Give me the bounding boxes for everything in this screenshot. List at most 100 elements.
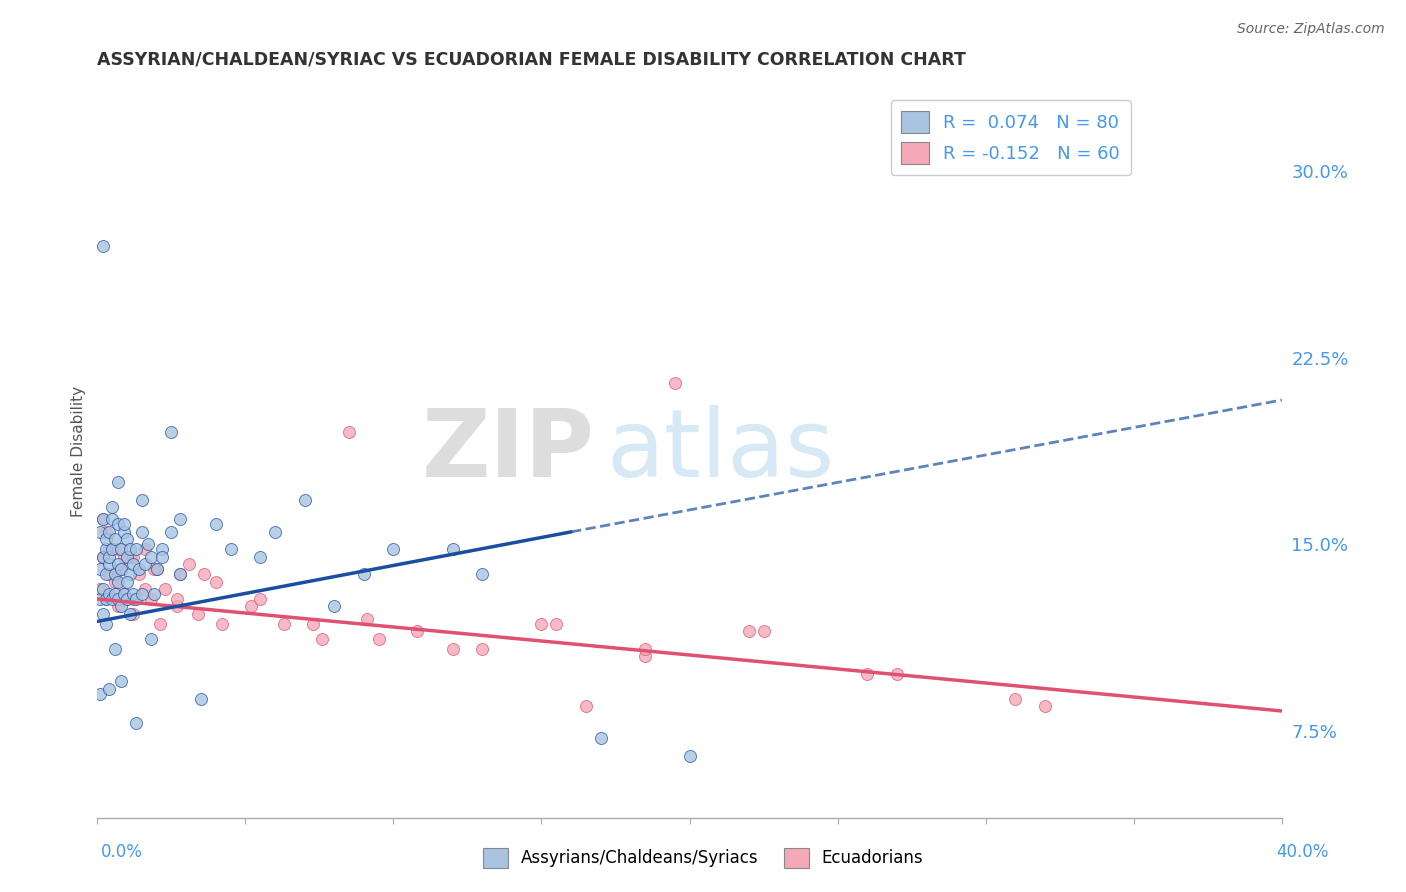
Point	[134, 542, 156, 557]
Point	[107, 558, 129, 572]
Point	[575, 698, 598, 713]
Point	[187, 607, 209, 621]
Point	[112, 549, 135, 564]
Point	[1033, 698, 1056, 713]
Point	[107, 475, 129, 489]
Point	[91, 607, 114, 621]
Point	[367, 632, 389, 646]
Point	[589, 731, 612, 746]
Point	[115, 592, 138, 607]
Point	[118, 607, 141, 621]
Text: 40.0%: 40.0%	[1277, 843, 1329, 861]
Point	[118, 567, 141, 582]
Point	[89, 524, 111, 539]
Point	[634, 641, 657, 656]
Text: Source: ZipAtlas.com: Source: ZipAtlas.com	[1237, 22, 1385, 37]
Point	[96, 592, 118, 607]
Point	[115, 549, 138, 564]
Point	[91, 549, 114, 564]
Point	[104, 574, 127, 589]
Point	[110, 674, 132, 689]
Point	[193, 567, 215, 582]
Point	[101, 542, 124, 557]
Point	[98, 681, 121, 696]
Point	[179, 558, 201, 572]
Point	[240, 599, 263, 614]
Point	[89, 582, 111, 596]
Point	[131, 524, 153, 539]
Point	[122, 607, 145, 621]
Point	[112, 517, 135, 532]
Point	[96, 533, 118, 547]
Point	[353, 567, 375, 582]
Point	[738, 624, 761, 639]
Point	[91, 512, 114, 526]
Point	[96, 567, 118, 582]
Point	[96, 592, 118, 607]
Point	[752, 624, 775, 639]
Point	[98, 542, 121, 557]
Point	[337, 425, 360, 440]
Point	[91, 512, 114, 526]
Point	[112, 524, 135, 539]
Point	[118, 542, 141, 557]
Point	[148, 616, 170, 631]
Point	[155, 582, 177, 596]
Point	[104, 533, 127, 547]
Point	[125, 716, 148, 731]
Point	[294, 492, 316, 507]
Point	[827, 70, 849, 84]
Point	[406, 624, 429, 639]
Point	[190, 691, 212, 706]
Point	[89, 592, 111, 607]
Point	[152, 549, 174, 564]
Point	[107, 517, 129, 532]
Point	[264, 524, 287, 539]
Point	[110, 562, 132, 576]
Text: ASSYRIAN/CHALDEAN/SYRIAC VS ECUADORIAN FEMALE DISABILITY CORRELATION CHART: ASSYRIAN/CHALDEAN/SYRIAC VS ECUADORIAN F…	[97, 51, 966, 69]
Point	[107, 542, 129, 557]
Point	[142, 587, 165, 601]
Point	[125, 592, 148, 607]
Point	[249, 549, 271, 564]
Point	[98, 549, 121, 564]
Point	[104, 567, 127, 582]
Point	[356, 612, 378, 626]
Point	[1004, 691, 1026, 706]
Point	[145, 562, 167, 576]
Point	[204, 517, 226, 532]
Point	[134, 582, 156, 596]
Point	[139, 549, 162, 564]
Point	[382, 542, 405, 557]
Point	[107, 574, 129, 589]
Point	[139, 592, 162, 607]
Point	[131, 587, 153, 601]
Point	[166, 599, 188, 614]
Point	[96, 542, 118, 557]
Point	[273, 616, 295, 631]
Point	[169, 512, 191, 526]
Point	[166, 592, 188, 607]
Point	[96, 524, 118, 539]
Point	[125, 542, 148, 557]
Point	[664, 376, 686, 390]
Point	[101, 500, 124, 514]
Text: 0.0%: 0.0%	[101, 843, 143, 861]
Point	[169, 567, 191, 582]
Point	[104, 641, 127, 656]
Point	[91, 239, 114, 253]
Point	[104, 587, 127, 601]
Point	[441, 542, 464, 557]
Point	[152, 542, 174, 557]
Point	[546, 616, 568, 631]
Point	[96, 616, 118, 631]
Point	[89, 687, 111, 701]
Point	[107, 592, 129, 607]
Point	[91, 549, 114, 564]
Point	[118, 549, 141, 564]
Point	[302, 616, 325, 631]
Point	[101, 542, 124, 557]
Point	[98, 558, 121, 572]
Point	[634, 649, 657, 664]
Point	[136, 537, 159, 551]
